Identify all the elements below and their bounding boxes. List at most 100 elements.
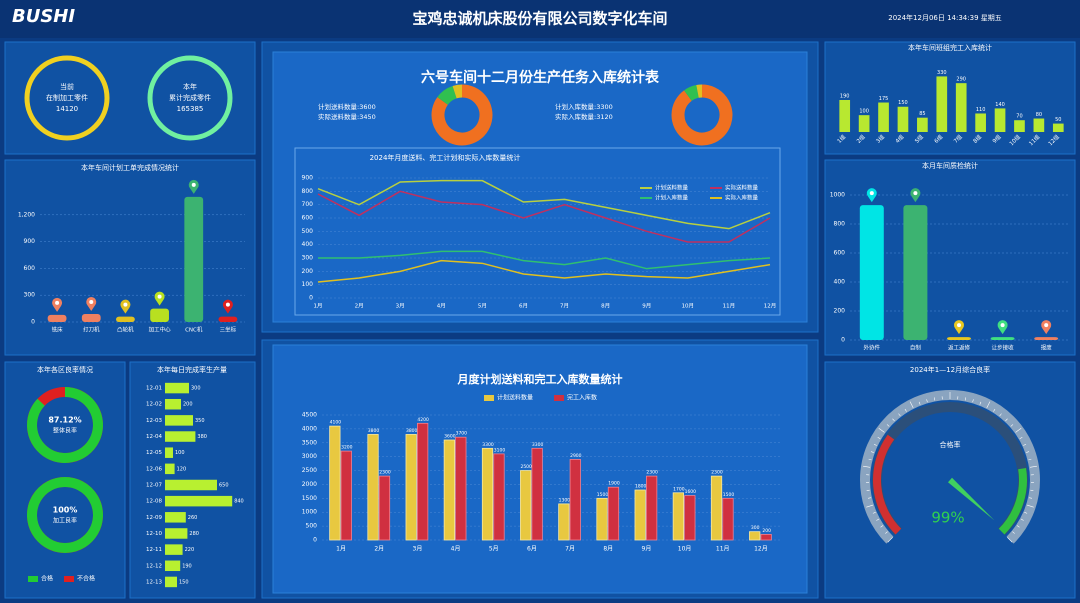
bar (994, 108, 1006, 132)
data-label: 290 (956, 77, 966, 83)
legend-label: 实际送料数量 (725, 184, 759, 192)
summary-text: 在制加工零件 (46, 93, 88, 102)
data-label: 190 (840, 94, 850, 100)
bar (878, 102, 889, 132)
data-label: 1600 (685, 489, 697, 495)
data-label: 3200 (341, 445, 353, 451)
x-tick-label: 让步接收 (992, 344, 1015, 352)
data-label: 840 (234, 499, 244, 505)
gauge-value: 99% (931, 509, 964, 527)
gauge-tick (964, 397, 967, 401)
data-label: 85 (919, 111, 925, 117)
data-label: 2500 (520, 464, 532, 470)
pin-dot (957, 323, 961, 328)
x-tick-label: 1月 (336, 546, 346, 553)
y-tick-label: 12-07 (146, 483, 162, 489)
legend-swatch (64, 576, 74, 582)
gauge-tick (885, 531, 888, 534)
chart-title: 本年车间班组完工入库统计 (908, 43, 992, 52)
data-label: 70 (1016, 114, 1022, 120)
x-tick-label: 3月 (396, 303, 405, 310)
gauge-tick (918, 401, 921, 405)
gauge-tick (866, 504, 874, 508)
bar (218, 316, 238, 322)
pin-dot (913, 191, 918, 196)
bar (165, 463, 175, 475)
y-tick-label: 900 (24, 238, 36, 245)
x-tick-label: 1月 (314, 303, 323, 310)
x-tick-label: 2月 (374, 546, 384, 553)
data-label: 110 (976, 107, 986, 113)
data-label: 380 (197, 434, 207, 440)
bar (340, 450, 352, 541)
bar (165, 528, 188, 539)
line (317, 190, 771, 243)
x-tick-label: 铣床 (52, 326, 64, 334)
data-label: 190 (182, 563, 192, 569)
summary-value: 14120 (56, 105, 78, 113)
bar (672, 492, 684, 541)
bar (839, 100, 851, 132)
pin (910, 188, 921, 203)
bar (481, 447, 494, 541)
data-label: 100 (175, 450, 185, 456)
bar (443, 439, 455, 541)
pin (154, 291, 165, 306)
data-label: 200 (183, 402, 193, 408)
legend-swatch (28, 576, 38, 582)
data-label: 1800 (635, 484, 647, 490)
datetime: 2024年12月06日 14:34:39 星期五 (888, 13, 1002, 22)
bar (897, 106, 909, 132)
y-tick-label: 800 (302, 188, 314, 195)
data-label: 280 (189, 531, 199, 537)
data-label: 650 (219, 483, 229, 489)
data-label: 3300 (482, 442, 494, 448)
line (318, 250, 771, 270)
ring-value: 87.12% (48, 416, 81, 425)
bar (710, 475, 723, 541)
summary-ring (24, 55, 110, 141)
legend-swatch (484, 395, 494, 401)
y-tick-label: 12-08 (146, 499, 162, 505)
x-tick-label: 3月 (413, 546, 423, 553)
bar (405, 434, 417, 541)
data-label: 3800 (406, 428, 418, 434)
x-tick-label: 12月 (764, 303, 777, 310)
bar (165, 560, 181, 572)
gauge-tick (1012, 531, 1015, 534)
gauge-low (873, 434, 902, 535)
y-tick-label: 600 (302, 215, 314, 222)
bar (646, 475, 658, 541)
line-frame (294, 147, 781, 316)
pie-slice (452, 84, 463, 99)
gauge-tick (892, 418, 895, 422)
gauge-tick (1020, 518, 1024, 521)
ring-arc (27, 387, 103, 463)
x-tick-label: 凸轮机 (117, 326, 134, 334)
bar (760, 534, 772, 541)
bar (367, 434, 379, 541)
x-tick-label: 4月 (451, 546, 461, 553)
bar (684, 495, 696, 541)
gauge-tick (886, 424, 890, 427)
gauge-tick (1024, 511, 1028, 514)
bar (955, 83, 967, 132)
data-label: 200 (762, 528, 771, 534)
x-tick-label: 7月 (565, 546, 575, 553)
bar (165, 447, 173, 458)
x-tick-label: 9月 (642, 546, 652, 553)
data-label: 140 (995, 102, 1005, 108)
y-tick-label: 100 (302, 281, 314, 288)
bar (596, 497, 608, 541)
data-label: 2900 (570, 453, 582, 459)
gauge-tick (887, 537, 893, 543)
gauge-tick (926, 399, 928, 403)
bar (455, 436, 467, 541)
x-tick-label: 外协件 (864, 344, 881, 352)
pie-text: 实际入库数量:3120 (555, 112, 613, 121)
data-label: 1700 (673, 486, 685, 492)
x-tick-label: 打刀机 (83, 326, 100, 334)
x-tick-label: 8月 (603, 546, 613, 553)
data-label: 220 (185, 547, 195, 553)
